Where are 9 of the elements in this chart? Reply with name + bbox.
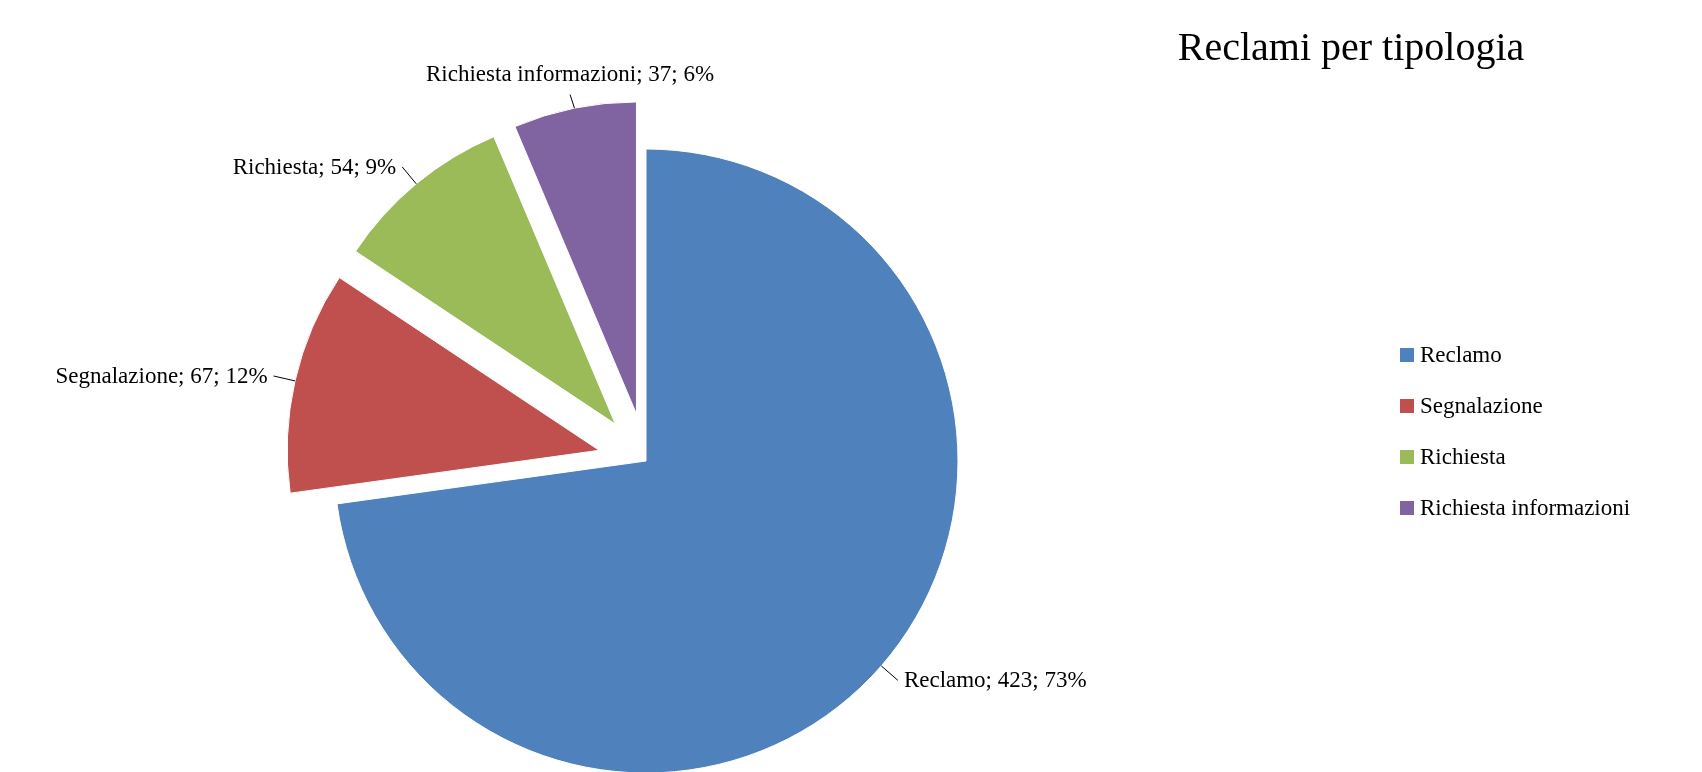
legend-label: Segnalazione bbox=[1420, 393, 1543, 418]
data-label: Segnalazione; 67; 12% bbox=[55, 363, 268, 388]
data-label: Richiesta; 54; 9% bbox=[232, 153, 397, 179]
legend-label: Richiesta bbox=[1420, 444, 1506, 469]
chart-title: Reclami per tipologia bbox=[1177, 24, 1525, 69]
legend-label: Richiesta informazioni bbox=[1420, 495, 1631, 520]
legend-label: Reclamo bbox=[1420, 342, 1502, 367]
data-label: Reclamo; 423; 73% bbox=[903, 667, 1087, 693]
data-label: Richiesta informazioni; 37; 6% bbox=[426, 60, 715, 86]
